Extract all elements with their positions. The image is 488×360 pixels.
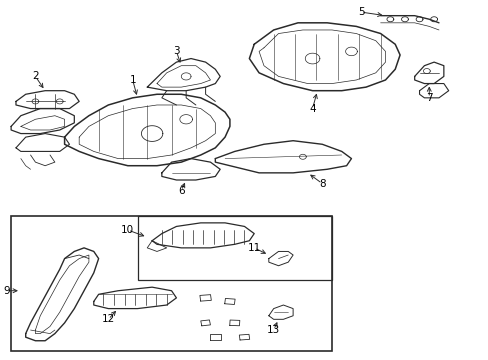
Text: 6: 6 [178, 186, 184, 196]
Text: 9: 9 [3, 286, 10, 296]
Text: 1: 1 [129, 75, 136, 85]
Text: 7: 7 [425, 93, 432, 103]
Text: 12: 12 [102, 314, 115, 324]
Text: 10: 10 [121, 225, 134, 235]
Text: 3: 3 [173, 46, 180, 57]
Text: 2: 2 [32, 71, 39, 81]
Text: 5: 5 [357, 7, 364, 17]
Text: 11: 11 [247, 243, 260, 253]
Text: 13: 13 [266, 325, 280, 335]
Bar [137, 216, 331, 280]
Text: 4: 4 [308, 104, 315, 113]
Bar [11, 216, 331, 351]
Text: 8: 8 [318, 179, 325, 189]
